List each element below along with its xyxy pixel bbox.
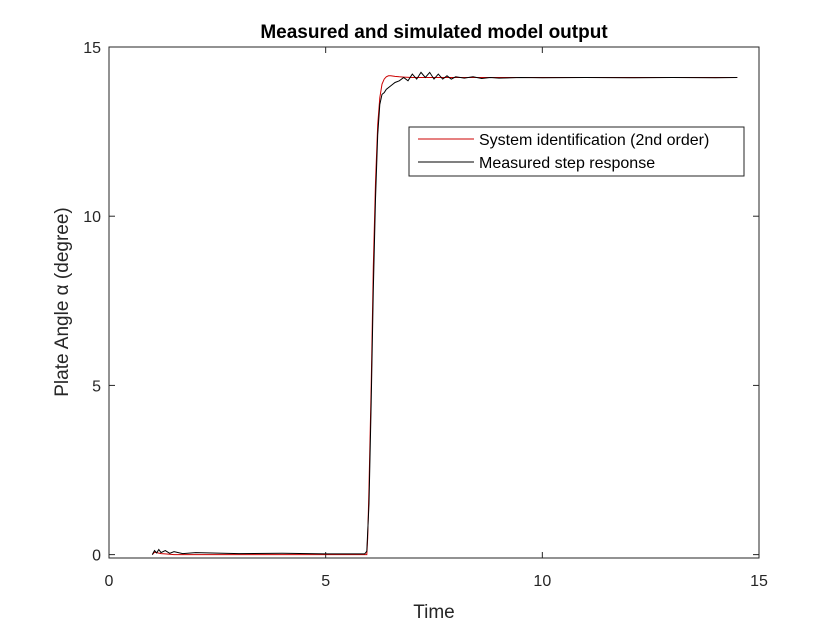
- y-tick-label: 0: [92, 548, 101, 565]
- plot-area: [109, 47, 759, 558]
- legend-box: [408, 126, 745, 177]
- series-line-system-identification: [151, 75, 738, 556]
- y-axis-label: Plate Angle α (degree): [52, 207, 73, 397]
- y-tick-label: 10: [83, 209, 101, 226]
- series-line-measured-step-response: [151, 71, 738, 555]
- x-tick-label: 5: [321, 573, 330, 590]
- x-tick-label: 0: [105, 573, 114, 590]
- y-tick-label: 15: [83, 40, 101, 57]
- x-tick-label: 15: [750, 573, 768, 590]
- x-axis-label: Time: [413, 602, 455, 623]
- plot-box: [108, 46, 760, 559]
- y-tick-label: 5: [92, 378, 101, 395]
- plot-lines: [151, 71, 738, 556]
- legend: System identification (2nd order) Measur…: [408, 126, 745, 177]
- chart-title: Measured and simulated model output: [260, 22, 608, 43]
- x-tick-label: 10: [533, 573, 551, 590]
- legend-label-system-identification: System identification (2nd order): [479, 132, 709, 149]
- legend-label-measured-step-response: Measured step response: [479, 155, 655, 172]
